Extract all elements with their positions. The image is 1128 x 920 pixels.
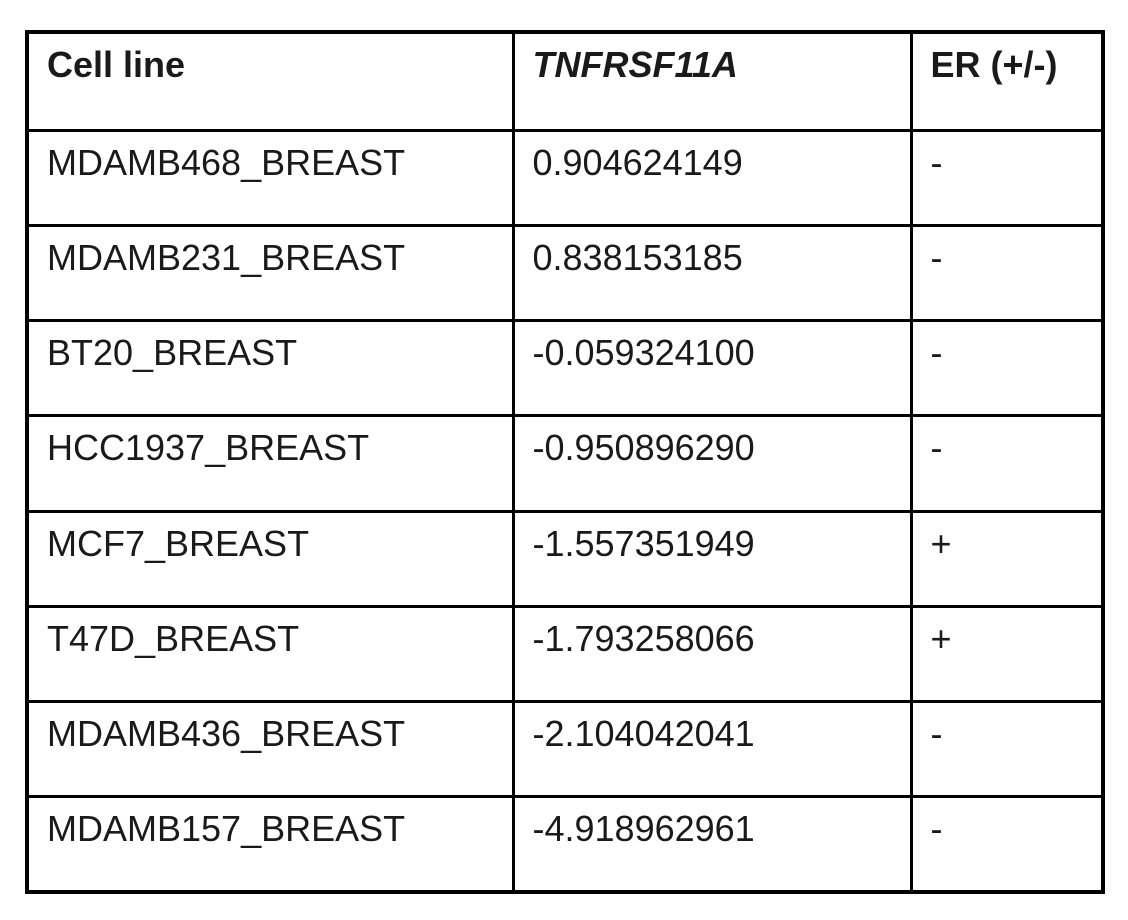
table-row: MCF7_BREAST -1.557351949 +: [25, 509, 1105, 608]
expression-value-cell: -1.557351949: [511, 509, 913, 608]
cell-line-cell: MDAMB468_BREAST: [25, 128, 515, 227]
er-status-cell: -: [909, 318, 1105, 418]
cell-line-cell: MDAMB436_BREAST: [25, 699, 515, 799]
expression-value-cell: 0.838153185: [511, 223, 913, 323]
cell-line-cell: BT20_BREAST: [25, 318, 515, 418]
column-header-tnfrsf11a: TNFRSF11A: [511, 30, 913, 132]
er-status-cell: -: [909, 414, 1105, 513]
table-row: MDAMB468_BREAST 0.904624149 -: [25, 128, 1105, 227]
cell-line-cell: T47D_BREAST: [25, 604, 515, 704]
er-status-cell: +: [909, 604, 1105, 704]
table-row: MDAMB157_BREAST -4.918962961 -: [25, 795, 1105, 894]
cell-line-cell: MDAMB231_BREAST: [25, 223, 515, 323]
column-header-er-status: ER (+/-): [909, 30, 1105, 132]
table-row: BT20_BREAST -0.059324100 -: [25, 318, 1105, 418]
expression-value-cell: -2.104042041: [511, 699, 913, 799]
er-status-cell: -: [909, 699, 1105, 799]
er-status-cell: -: [909, 128, 1105, 227]
expression-value-cell: -0.059324100: [511, 318, 913, 418]
table-header-row: Cell line TNFRSF11A ER (+/-): [25, 30, 1105, 132]
table-row: HCC1937_BREAST -0.950896290 -: [25, 414, 1105, 513]
expression-value-cell: -4.918962961: [511, 795, 913, 894]
expression-value-cell: 0.904624149: [511, 128, 913, 227]
er-status-cell: -: [909, 795, 1105, 894]
cell-line-cell: HCC1937_BREAST: [25, 414, 515, 513]
cell-line-cell: MDAMB157_BREAST: [25, 795, 515, 894]
table-row: MDAMB231_BREAST 0.838153185 -: [25, 223, 1105, 323]
cell-line-expression-table: Cell line TNFRSF11A ER (+/-) MDAMB468_BR…: [25, 30, 1105, 894]
cell-line-cell: MCF7_BREAST: [25, 509, 515, 608]
table-row: MDAMB436_BREAST -2.104042041 -: [25, 699, 1105, 799]
expression-value-cell: -0.950896290: [511, 414, 913, 513]
er-status-cell: +: [909, 509, 1105, 608]
column-header-cell-line: Cell line: [25, 30, 515, 132]
table-row: T47D_BREAST -1.793258066 +: [25, 604, 1105, 704]
er-status-cell: -: [909, 223, 1105, 323]
expression-value-cell: -1.793258066: [511, 604, 913, 704]
